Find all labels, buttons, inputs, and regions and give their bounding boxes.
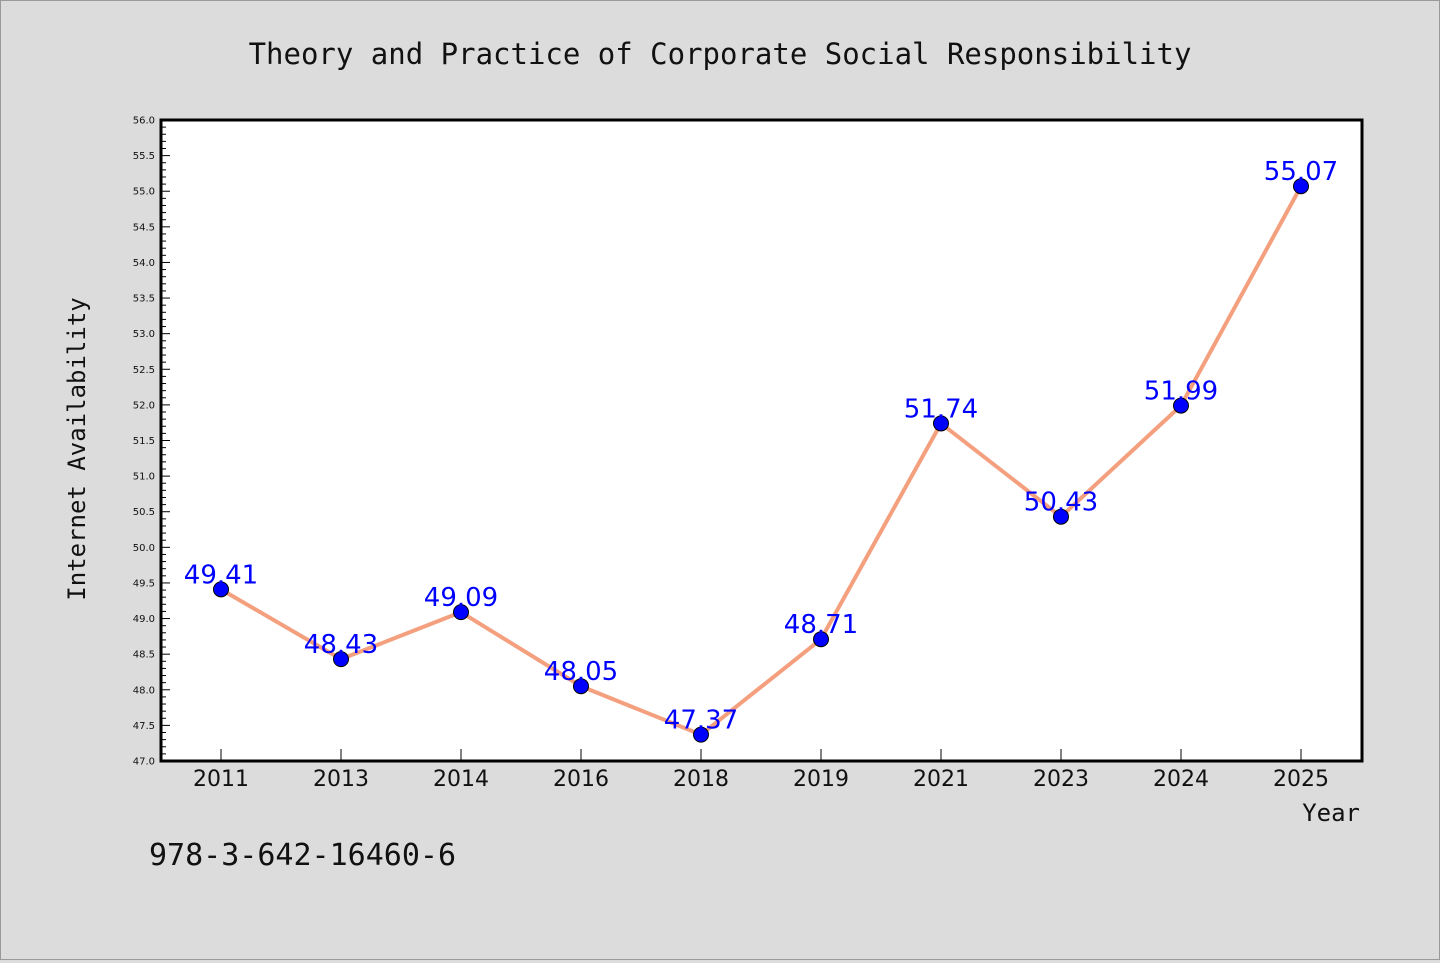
y-tick-label: 52.5 xyxy=(133,365,155,376)
y-tick-label: 51.5 xyxy=(133,436,155,447)
y-tick-label: 50.0 xyxy=(133,543,155,554)
y-tick-label: 56.0 xyxy=(133,116,155,127)
data-point xyxy=(693,726,709,743)
data-point xyxy=(813,631,829,648)
x-tick-label: 2014 xyxy=(433,767,489,792)
data-label: 47.37 xyxy=(664,706,738,736)
data-point xyxy=(1053,508,1069,525)
y-axis: 47.0 47.5 48.0 48.5 49.0 49.5 50.0 50.5 51.0 51.5… xyxy=(133,116,170,768)
y-tick-label: 53.5 xyxy=(133,294,155,305)
y-axis-title: Internet Availability xyxy=(63,297,91,600)
y-tick-label: 54.0 xyxy=(133,258,155,269)
data-label: 48.43 xyxy=(304,630,378,660)
series-line xyxy=(219,184,1303,737)
data-label: 50.43 xyxy=(1024,488,1098,518)
data-label: 49.41 xyxy=(184,560,258,590)
x-tick-label: 2011 xyxy=(193,767,249,792)
data-point xyxy=(333,651,349,668)
y-tick-label: 48.0 xyxy=(133,685,155,696)
y-tick-label: 55.0 xyxy=(133,187,155,198)
x-tick-label: 2025 xyxy=(1273,767,1329,792)
y-tick-label: 48.5 xyxy=(133,650,155,661)
data-point xyxy=(573,678,589,695)
data-label: 48.05 xyxy=(544,657,618,687)
x-tick-label: 2021 xyxy=(913,767,969,792)
y-tick-label: 49.5 xyxy=(133,578,155,589)
data-point xyxy=(1173,397,1189,414)
y-tick-label: 52.0 xyxy=(133,400,155,411)
y-tick-label: 55.5 xyxy=(133,151,155,162)
y-tick-label: 51.0 xyxy=(133,472,155,483)
data-label: 48.71 xyxy=(784,610,858,640)
x-axis: 2011 2013 2014 2016 2018 2019 2021 2023 2024 2025 xyxy=(193,749,1329,792)
x-tick-label: 2019 xyxy=(793,767,849,792)
x-axis-title: Year xyxy=(1302,799,1360,827)
data-point xyxy=(213,581,229,598)
x-tick-label: 2018 xyxy=(673,767,729,792)
chart-title: Theory and Practice of Corporate Social … xyxy=(249,37,1192,71)
y-tick-label: 53.0 xyxy=(133,329,155,340)
y-tick-label: 50.5 xyxy=(133,507,155,518)
y-tick-label: 49.0 xyxy=(133,614,155,625)
isbn-annotation: 978-3-642-16460-6 xyxy=(149,838,456,873)
x-tick-label: 2013 xyxy=(313,767,369,792)
y-tick-label: 47.5 xyxy=(133,721,155,732)
y-tick-label: 54.5 xyxy=(133,222,155,233)
data-label: 51.74 xyxy=(904,394,978,424)
series-group: 49.41 48.43 49.09 48.05 47.37 48.71 51.74 50.43… xyxy=(184,157,1338,743)
data-point xyxy=(453,604,469,621)
x-tick-label: 2024 xyxy=(1153,767,1209,792)
plot-area xyxy=(159,118,1364,763)
data-label: 55.07 xyxy=(1264,157,1338,187)
data-label: 51.99 xyxy=(1144,377,1218,407)
data-label: 49.09 xyxy=(424,583,498,613)
data-point xyxy=(933,415,949,432)
data-point xyxy=(1293,178,1309,195)
x-tick-label: 2016 xyxy=(553,767,609,792)
y-tick-label: 47.0 xyxy=(133,757,155,768)
x-tick-label: 2023 xyxy=(1033,767,1089,792)
